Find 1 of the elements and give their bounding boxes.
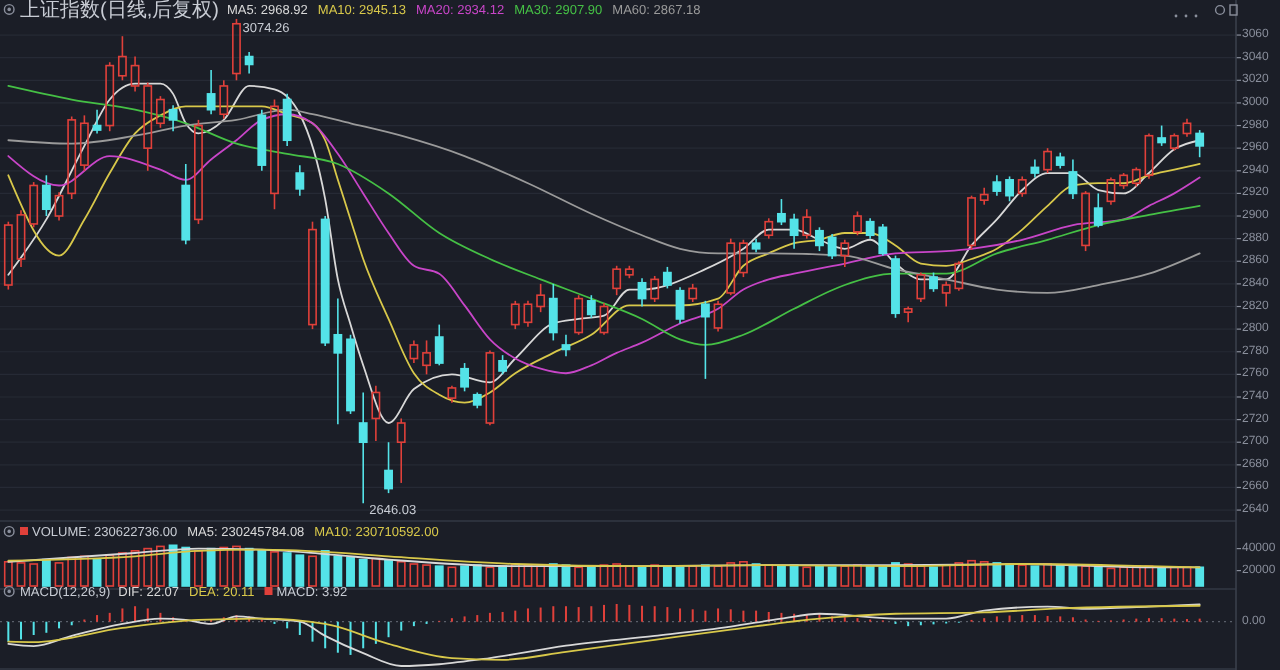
chart-title: 上证指数(日线,后复权) (20, 0, 219, 22)
